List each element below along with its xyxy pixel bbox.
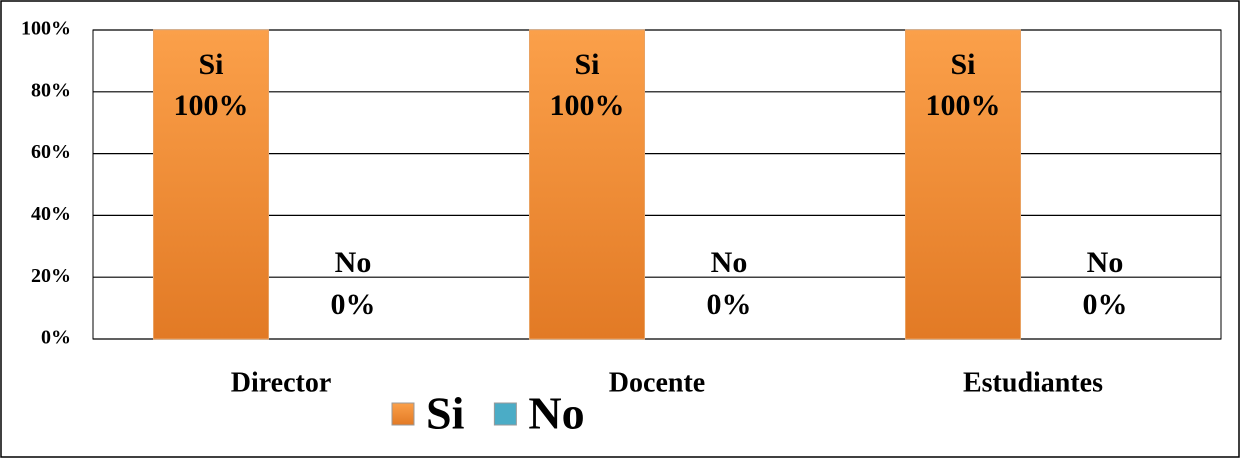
data-label-name: Si	[950, 48, 975, 81]
legend-swatch	[391, 402, 415, 426]
data-label: 100%	[926, 89, 1001, 122]
y-tick-label: 100%	[21, 18, 71, 40]
bar	[905, 29, 1021, 340]
x-tick-label: Estudiantes	[963, 367, 1103, 398]
data-label-name: No	[1087, 246, 1124, 279]
y-tick-label: 80%	[31, 79, 71, 101]
data-label: 100%	[550, 89, 625, 122]
y-tick-label: 20%	[31, 265, 71, 287]
x-tick-label: Docente	[609, 367, 705, 398]
y-tick-label: 0%	[41, 327, 71, 349]
bar	[529, 29, 645, 340]
data-label-name: Si	[574, 48, 599, 81]
data-label: 0%	[331, 288, 376, 321]
bar	[153, 29, 269, 340]
legend-swatch	[493, 402, 517, 426]
data-label: 0%	[707, 288, 752, 321]
data-label-name: No	[711, 246, 748, 279]
x-tick-label: Director	[231, 367, 332, 398]
legend-label: No	[528, 388, 584, 439]
y-tick-label: 40%	[31, 203, 71, 225]
data-label-name: Si	[198, 48, 223, 81]
data-label: 100%	[174, 89, 249, 122]
data-label-name: No	[335, 246, 372, 279]
data-label: 0%	[1083, 288, 1128, 321]
y-tick-label: 60%	[31, 141, 71, 163]
legend-label: Si	[426, 388, 465, 439]
